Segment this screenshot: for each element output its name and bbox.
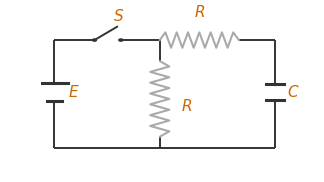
Text: $R$: $R$ [194,4,205,20]
Text: $E$: $E$ [68,84,80,100]
Circle shape [92,39,97,41]
Text: $S$: $S$ [113,8,124,24]
Text: $R$: $R$ [180,98,192,114]
Circle shape [119,39,123,41]
Text: $C$: $C$ [287,84,299,100]
